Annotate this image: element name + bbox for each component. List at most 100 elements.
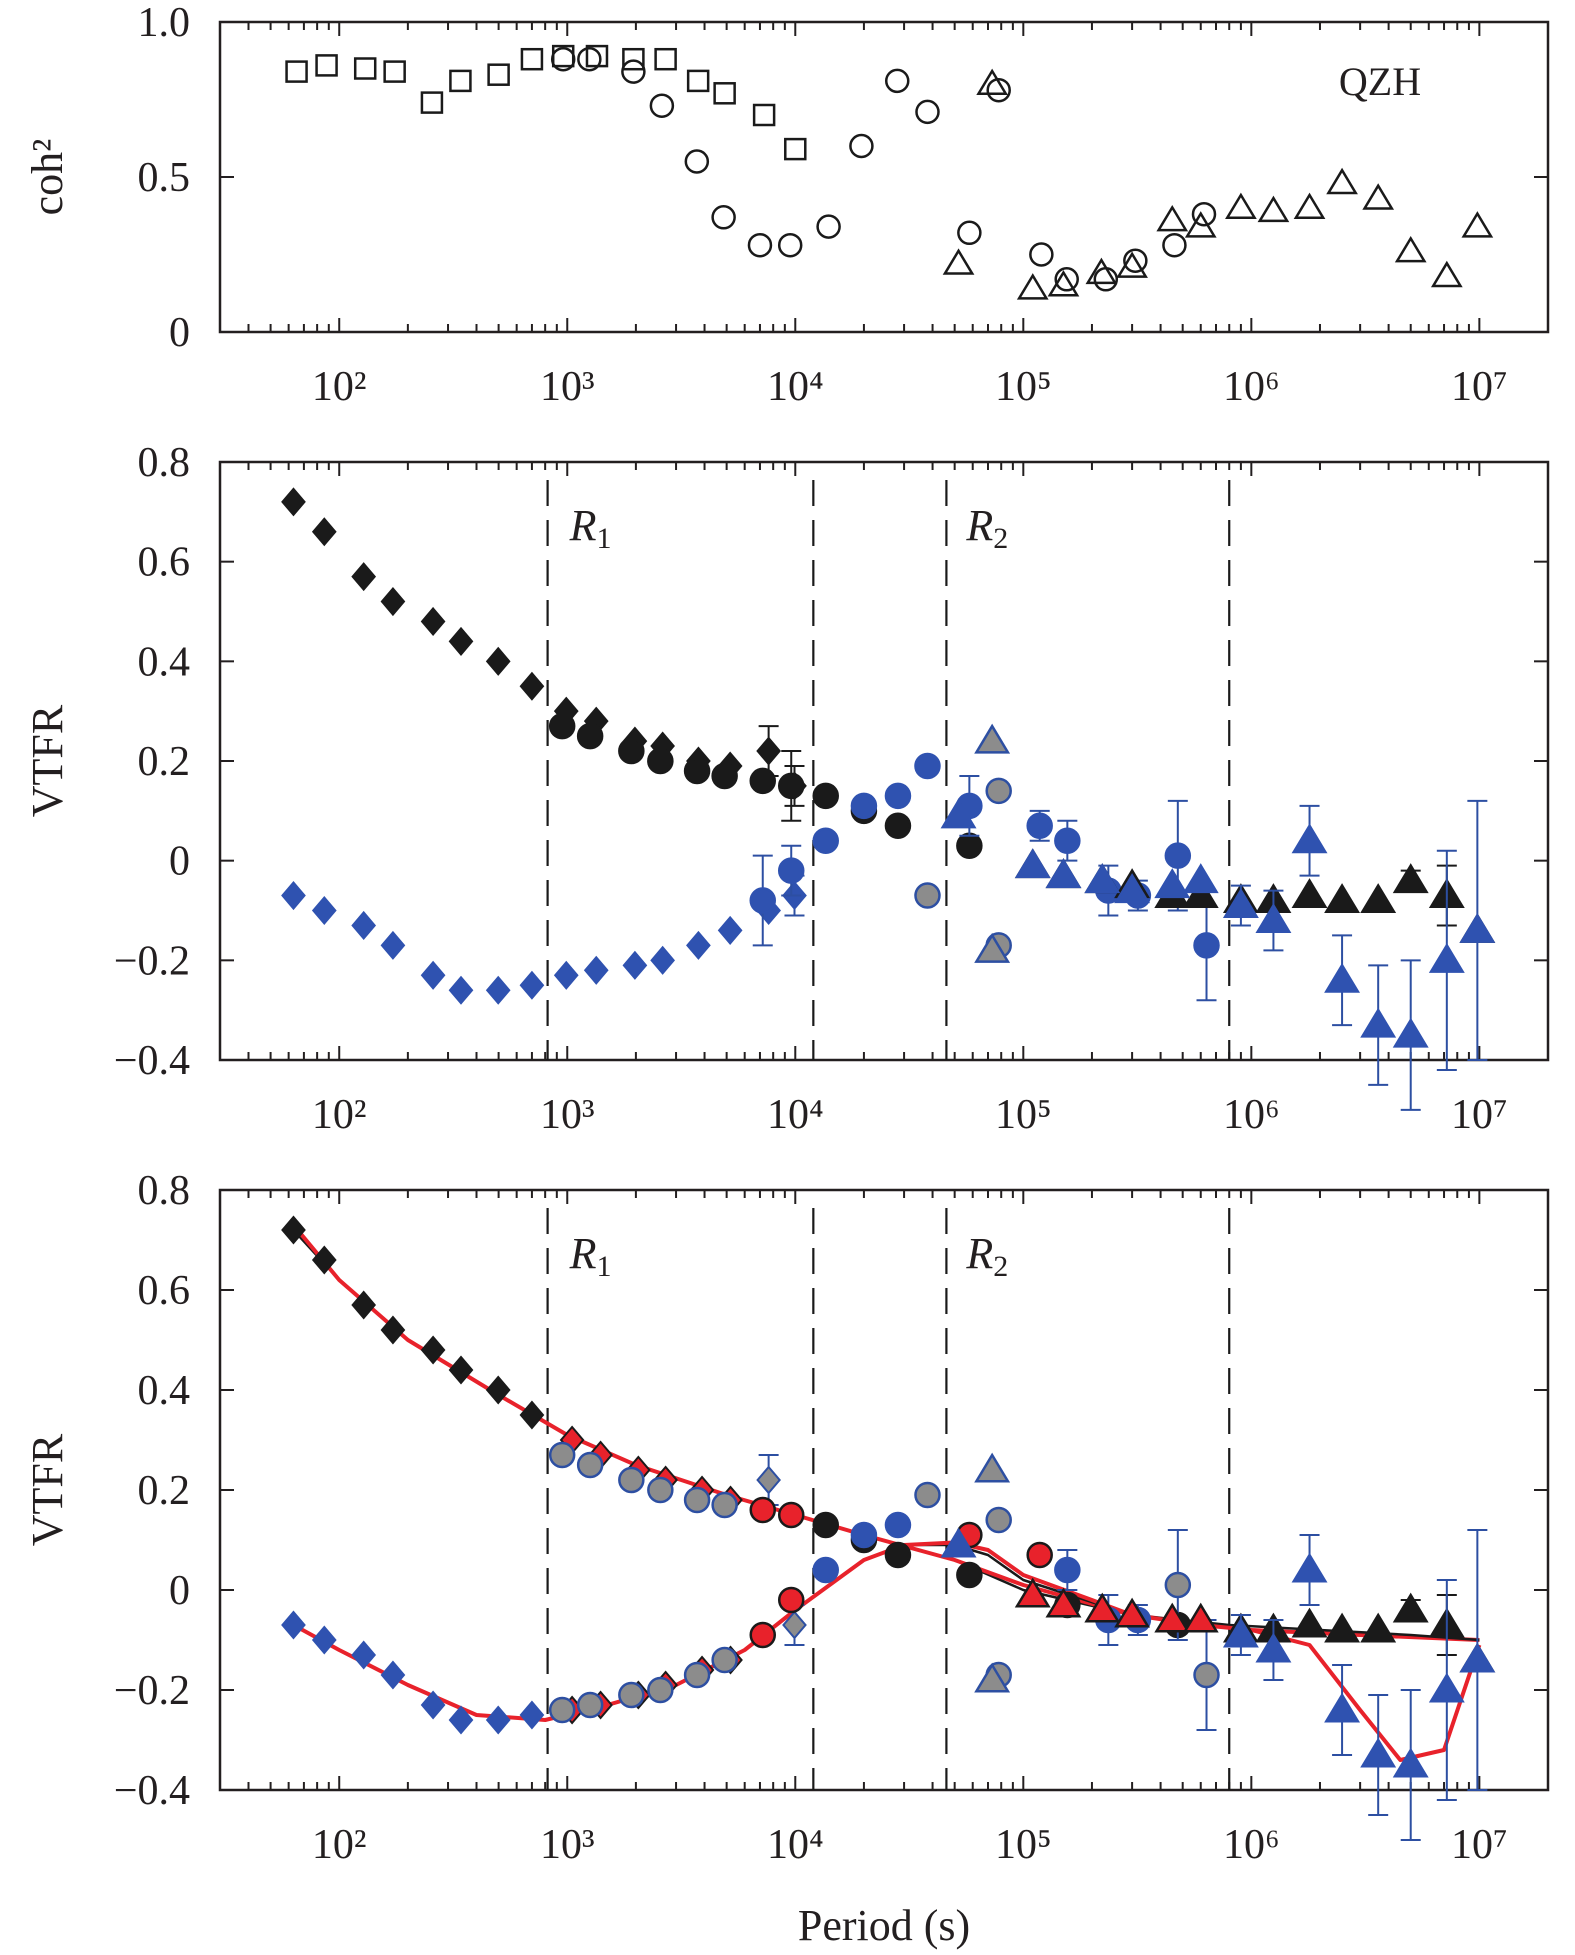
open-triangle-marker	[1326, 167, 1358, 195]
black-circle-marker	[749, 767, 776, 795]
x-tick-label: 10⁷	[1451, 364, 1508, 410]
vtfr-panel-model-x-tick-labels: 10² 10³ 10⁴ 10⁵ 10⁶ 10⁷	[312, 1822, 1508, 1868]
vtfr-panel-observed: −0.4 −0.2 0 0.2 0.4 0.6 0.8 10² 10³ 10⁴ …	[23, 440, 1550, 1138]
blue-triangle-marker	[1291, 823, 1328, 854]
open-triangle-marker	[1257, 195, 1290, 223]
open-circle-marker	[684, 149, 710, 174]
blue-diamond-marker	[281, 1610, 306, 1640]
red-triangle-marker	[1045, 1587, 1082, 1618]
blue-triangle-marker	[1291, 1552, 1328, 1583]
x-tick-label: 10²	[312, 1822, 367, 1868]
red-triangle-marker	[1182, 1602, 1219, 1633]
y-tick-label: 1.0	[138, 0, 191, 46]
blue-triangle-marker	[940, 798, 977, 829]
region-boundary-lines	[546, 1208, 1231, 1790]
open-circle-marker	[577, 46, 602, 72]
open-circle-marker	[550, 46, 576, 72]
black-diamond-marker	[380, 586, 406, 617]
blue-circle-marker	[1054, 1556, 1081, 1584]
coherence-panel-y-tick-labels: 0 0.5 1.0	[138, 0, 191, 356]
open-circle-marker	[1123, 248, 1148, 273]
blue-triangle-marker	[1222, 888, 1259, 919]
gray-circle-marker	[618, 1681, 645, 1709]
gray-circle-marker	[576, 1451, 604, 1479]
black-circle-marker	[884, 1541, 912, 1569]
blue-triangle-marker	[1360, 1007, 1397, 1038]
blue-triangle-marker	[1255, 1632, 1292, 1663]
square-marker	[752, 103, 776, 127]
blue-triangle-marker	[1392, 1017, 1429, 1048]
x-tick-label: 10³	[540, 364, 595, 410]
black-diamond-marker	[380, 1315, 406, 1345]
open-circle-marker	[1054, 267, 1079, 292]
vtfr-panel-model-fit-lines	[291, 1223, 1482, 1762]
square-marker	[713, 82, 736, 105]
open-circle-marker	[747, 232, 773, 258]
black-triangle-marker	[1392, 1592, 1429, 1623]
open-triangle-marker	[942, 248, 975, 275]
black-triangle-marker	[1360, 1612, 1397, 1643]
blue-triangle-marker	[1428, 1672, 1465, 1703]
black-triangle-marker	[1324, 883, 1361, 914]
x-tick-label: 10⁵	[995, 1822, 1052, 1868]
open-circle-marker	[957, 220, 982, 246]
blue-diamond-marker	[380, 930, 406, 960]
black-diamond-marker	[519, 671, 545, 701]
open-triangle-marker	[1225, 192, 1257, 219]
square-marker	[622, 47, 645, 71]
y-tick-label: 0.4	[138, 639, 191, 685]
gray-triangle-marker	[974, 1662, 1011, 1693]
blue-circle-marker	[1193, 932, 1220, 959]
blue-triangle-marker	[1084, 863, 1121, 894]
black-triangle-marker	[1324, 1612, 1361, 1643]
y-tick-label: −0.4	[114, 1038, 190, 1084]
gray-circle-marker	[1164, 1571, 1192, 1599]
black-triangle-marker	[1182, 878, 1219, 909]
blue-triangle-marker	[1045, 858, 1082, 889]
open-triangle-marker	[1156, 204, 1189, 232]
coherence-panel-marks	[285, 44, 1494, 300]
x-tick-label: 10²	[312, 364, 367, 410]
y-tick-label: 0.8	[138, 1168, 191, 1214]
region-label-r1-letter: R	[569, 1229, 597, 1278]
coherence-panel-ticks	[219, 21, 1549, 333]
red-circle-marker	[777, 1501, 805, 1529]
x-tick-label: 10³	[540, 1092, 595, 1138]
blue-diamond-marker	[380, 1660, 406, 1690]
blue-triangle-marker	[1324, 1692, 1361, 1723]
black-triangle-marker	[1291, 1607, 1328, 1638]
vtfr-panel-observed-x-tick-labels: 10² 10³ 10⁴ 10⁵ 10⁶ 10⁷	[312, 1092, 1508, 1138]
region-label-r1: R1	[569, 1229, 612, 1283]
blue-diamond-marker	[351, 1640, 377, 1670]
red-circle-marker	[1026, 1541, 1053, 1569]
x-tick-label: 10³	[540, 1822, 595, 1868]
x-tick-label: 10⁶	[1223, 1092, 1280, 1138]
black-circle-marker	[618, 737, 645, 765]
blue-circle-marker	[914, 752, 941, 780]
square-marker	[686, 69, 710, 93]
region-label-r2-subscript: 2	[993, 1250, 1008, 1283]
y-tick-label: 0	[169, 1568, 190, 1614]
black-diamond-marker	[448, 626, 474, 656]
gray-circle-marker	[683, 1661, 711, 1689]
blue-diamond-marker	[420, 1690, 446, 1720]
region-label-r2-subscript: 2	[993, 522, 1008, 555]
y-tick-label: 0.6	[138, 540, 191, 586]
blue-circle-marker	[884, 782, 912, 810]
open-circle-marker	[1191, 201, 1217, 227]
blue-triangle-marker	[1459, 913, 1496, 943]
blue-diamond-marker	[583, 955, 609, 985]
x-tick-label: 10⁷	[1451, 1092, 1508, 1138]
blue-triangle-marker	[1255, 903, 1292, 933]
region-label-r2-letter: R	[965, 1229, 993, 1278]
gray-diamond-marker	[782, 1610, 807, 1640]
blue-circle-marker	[812, 1556, 839, 1584]
red-circle-marker	[777, 1586, 805, 1614]
blue-diamond-marker	[311, 1625, 337, 1655]
square-marker	[420, 91, 444, 114]
blue-circle-marker	[812, 827, 839, 854]
black-diamond-marker	[485, 1375, 511, 1405]
gray-circle-marker	[683, 1486, 711, 1514]
gray-circle-marker	[914, 882, 941, 909]
vtfr-panel-observed-marks	[281, 487, 1496, 1111]
